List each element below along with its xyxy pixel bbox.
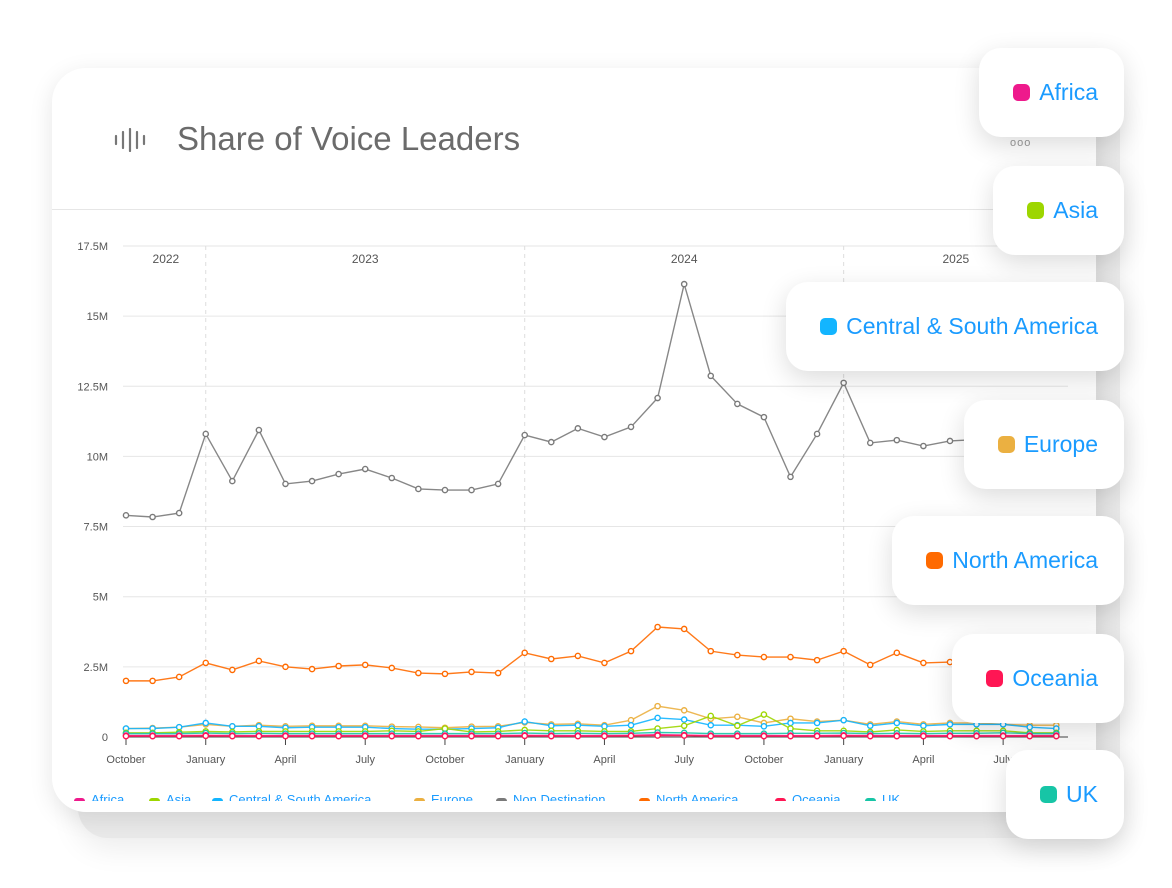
legend-swatch [212, 797, 223, 801]
series-chip-central-south-america[interactable]: Central & South America [786, 282, 1124, 371]
series-chip-asia[interactable]: Asia [993, 166, 1124, 255]
legend-label: Asia [166, 792, 192, 801]
legend-swatch [865, 797, 876, 801]
series-chip-label: Central & South America [846, 313, 1098, 339]
color-swatch [926, 552, 944, 569]
sound-wave-icon [114, 128, 146, 152]
legend-label: Africa [91, 792, 125, 801]
series-chip-uk[interactable]: UK [1006, 750, 1124, 839]
legend-swatch [74, 797, 85, 801]
series-chip-label: Europe [1023, 431, 1098, 457]
legend-label: Oceania [792, 792, 841, 801]
legend-item[interactable]: UK [865, 792, 900, 801]
legend-label: North America [656, 792, 739, 801]
series-chip-label: UK [1066, 781, 1098, 807]
header-divider [52, 209, 1096, 210]
color-swatch [1040, 786, 1058, 803]
ellipsis-icon[interactable]: ooo [1010, 137, 1032, 149]
legend-item[interactable]: North America [639, 792, 738, 801]
legend-label: Europe [431, 792, 473, 801]
series-chip-label: Asia [1053, 197, 1098, 223]
series-chip-label: Oceania [1012, 665, 1098, 691]
color-swatch [1027, 202, 1045, 219]
series-chip-label: North America [952, 547, 1098, 573]
series-chip-europe[interactable]: Europe [963, 400, 1124, 489]
legend-swatch [149, 797, 160, 801]
legend-label: UK [882, 792, 901, 801]
chart-title: Share of Voice Leaders [177, 120, 521, 157]
legend-label: Non Destination [513, 792, 606, 801]
series-chip-north-america[interactable]: North America [892, 516, 1124, 605]
legend-swatch [775, 797, 786, 801]
color-swatch [1013, 84, 1031, 101]
chart-card: Share of Voice Leaders ooo Africa Asia Cen… [52, 68, 1096, 812]
legend-swatch [414, 797, 425, 801]
legend-item[interactable]: Non Destination [496, 792, 606, 801]
legend-item[interactable]: Asia [149, 792, 191, 801]
legend-item[interactable]: Europe [414, 792, 473, 801]
color-swatch [820, 318, 838, 335]
legend-item[interactable]: Africa [74, 792, 124, 801]
series-chip-oceania[interactable]: Oceania [952, 634, 1124, 723]
series-chip-label: Africa [1039, 79, 1098, 105]
color-swatch [986, 670, 1004, 687]
legend-swatch [639, 797, 650, 801]
legend-swatch [496, 797, 507, 801]
legend-item[interactable]: Oceania [775, 792, 840, 801]
color-swatch [997, 436, 1015, 453]
legend-label: Central & South America [229, 792, 372, 801]
legend-item[interactable]: Central & South America [212, 792, 371, 801]
series-chip-africa[interactable]: Africa [979, 48, 1124, 137]
legend: Africa Asia Central & South America Europe N… [74, 792, 1074, 801]
